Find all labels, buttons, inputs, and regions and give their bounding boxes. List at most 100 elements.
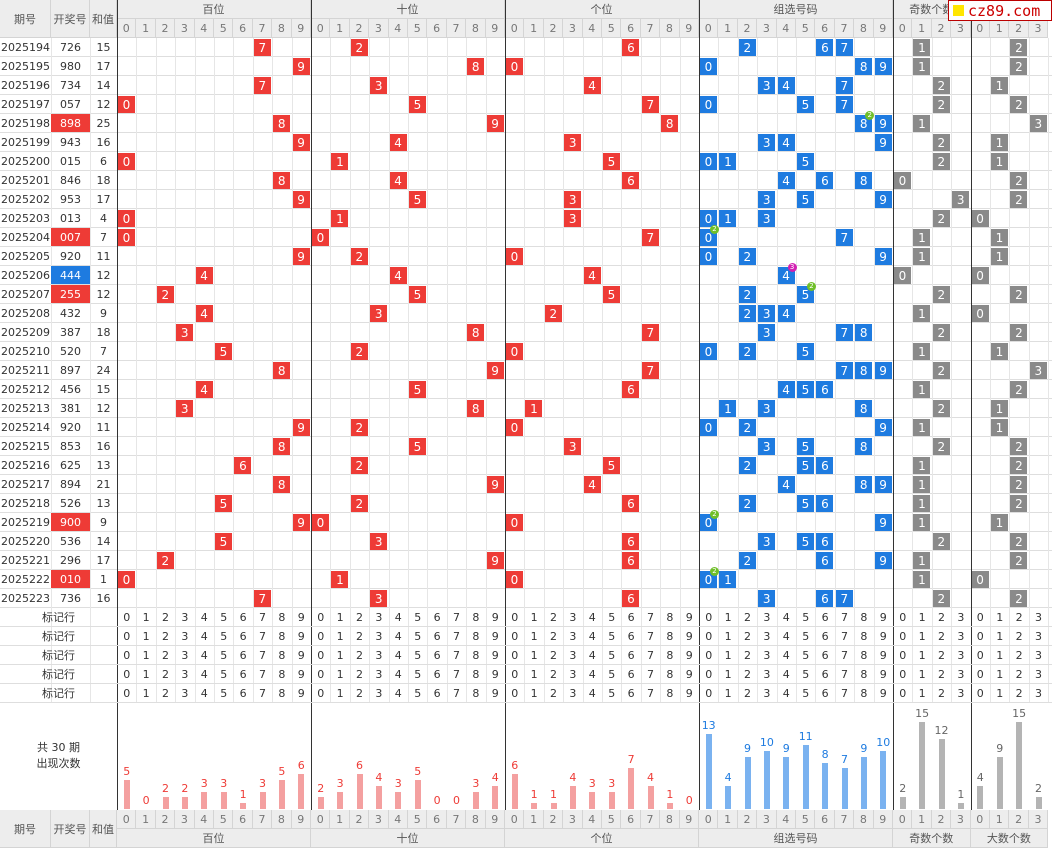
marker-digit[interactable]: 7: [258, 648, 266, 662]
marker-digit[interactable]: 7: [452, 686, 460, 700]
marker-digit[interactable]: 2: [161, 686, 169, 700]
marker-digit[interactable]: 9: [879, 686, 887, 700]
marker-digit[interactable]: 7: [258, 686, 266, 700]
marker-digit[interactable]: 6: [821, 629, 829, 643]
marker-digit[interactable]: 8: [860, 648, 868, 662]
marker-digit[interactable]: 6: [821, 648, 829, 662]
marker-label[interactable]: 标记行: [42, 611, 75, 624]
marker-digit[interactable]: 1: [918, 610, 926, 624]
marker-label[interactable]: 标记行: [42, 649, 75, 662]
marker-digit[interactable]: 8: [278, 667, 286, 681]
marker-digit[interactable]: 0: [976, 667, 984, 681]
marker-digit[interactable]: 4: [588, 610, 596, 624]
marker-digit[interactable]: 5: [414, 629, 422, 643]
marker-digit[interactable]: 0: [899, 629, 907, 643]
marker-digit[interactable]: 1: [918, 629, 926, 643]
marker-digit[interactable]: 8: [860, 667, 868, 681]
marker-digit[interactable]: 2: [743, 686, 751, 700]
marker-digit[interactable]: 3: [375, 629, 383, 643]
marker-digit[interactable]: 4: [394, 686, 402, 700]
marker-digit[interactable]: 2: [937, 648, 945, 662]
marker-digit[interactable]: 4: [200, 667, 208, 681]
marker-digit[interactable]: 3: [375, 667, 383, 681]
marker-label[interactable]: 标记行: [42, 668, 75, 681]
marker-digit[interactable]: 1: [996, 610, 1004, 624]
marker-digit[interactable]: 0: [899, 610, 907, 624]
marker-digit[interactable]: 3: [569, 629, 577, 643]
marker-digit[interactable]: 7: [646, 686, 654, 700]
marker-digit[interactable]: 4: [588, 629, 596, 643]
marker-digit[interactable]: 1: [918, 686, 926, 700]
marker-digit[interactable]: 7: [840, 686, 848, 700]
marker-digit[interactable]: 0: [511, 610, 519, 624]
marker-digit[interactable]: 9: [685, 686, 693, 700]
marker-digit[interactable]: 2: [161, 648, 169, 662]
marker-digit[interactable]: 7: [258, 629, 266, 643]
marker-digit[interactable]: 8: [666, 667, 674, 681]
marker-digit[interactable]: 7: [258, 667, 266, 681]
marker-digit[interactable]: 2: [1015, 667, 1023, 681]
marker-digit[interactable]: 7: [646, 610, 654, 624]
marker-digit[interactable]: 4: [200, 610, 208, 624]
marker-digit[interactable]: 5: [608, 610, 616, 624]
marker-digit[interactable]: 3: [957, 629, 965, 643]
marker-digit[interactable]: 7: [840, 667, 848, 681]
marker-digit[interactable]: 8: [472, 610, 480, 624]
marker-digit[interactable]: 7: [452, 648, 460, 662]
marker-digit[interactable]: 5: [608, 667, 616, 681]
marker-digit[interactable]: 6: [627, 648, 635, 662]
marker-digit[interactable]: 0: [899, 667, 907, 681]
marker-digit[interactable]: 2: [549, 629, 557, 643]
marker-digit[interactable]: 0: [511, 648, 519, 662]
marker-digit[interactable]: 5: [414, 610, 422, 624]
marker-digit[interactable]: 1: [918, 667, 926, 681]
marker-digit[interactable]: 7: [258, 610, 266, 624]
marker-digit[interactable]: 4: [200, 648, 208, 662]
marker-digit[interactable]: 5: [802, 648, 810, 662]
marker-digit[interactable]: 1: [142, 648, 150, 662]
marker-digit[interactable]: 2: [161, 667, 169, 681]
marker-digit[interactable]: 3: [375, 648, 383, 662]
marker-digit[interactable]: 0: [705, 667, 713, 681]
marker-digit[interactable]: 5: [414, 648, 422, 662]
marker-digit[interactable]: 6: [433, 686, 441, 700]
marker-label[interactable]: 标记行: [42, 687, 75, 700]
marker-digit[interactable]: 3: [957, 610, 965, 624]
marker-digit[interactable]: 5: [802, 610, 810, 624]
marker-digit[interactable]: 2: [549, 667, 557, 681]
marker-digit[interactable]: 3: [1034, 686, 1042, 700]
marker-digit[interactable]: 9: [297, 686, 305, 700]
marker-digit[interactable]: 3: [1034, 610, 1042, 624]
marker-digit[interactable]: 2: [549, 610, 557, 624]
marker-digit[interactable]: 0: [511, 629, 519, 643]
marker-digit[interactable]: 6: [433, 629, 441, 643]
marker-digit[interactable]: 0: [899, 686, 907, 700]
marker-digit[interactable]: 2: [743, 667, 751, 681]
marker-digit[interactable]: 3: [181, 610, 189, 624]
marker-digit[interactable]: 7: [452, 629, 460, 643]
marker-digit[interactable]: 9: [879, 667, 887, 681]
marker-digit[interactable]: 0: [976, 686, 984, 700]
marker-digit[interactable]: 9: [879, 629, 887, 643]
marker-digit[interactable]: 6: [239, 648, 247, 662]
marker-digit[interactable]: 8: [472, 648, 480, 662]
marker-digit[interactable]: 3: [181, 648, 189, 662]
marker-digit[interactable]: 0: [317, 629, 325, 643]
marker-digit[interactable]: 4: [394, 629, 402, 643]
marker-digit[interactable]: 5: [220, 610, 228, 624]
marker-digit[interactable]: 3: [1034, 667, 1042, 681]
marker-digit[interactable]: 3: [375, 686, 383, 700]
marker-digit[interactable]: 0: [511, 686, 519, 700]
marker-digit[interactable]: 9: [685, 667, 693, 681]
marker-digit[interactable]: 2: [1015, 610, 1023, 624]
marker-digit[interactable]: 9: [491, 686, 499, 700]
marker-digit[interactable]: 9: [297, 667, 305, 681]
marker-digit[interactable]: 0: [976, 648, 984, 662]
marker-digit[interactable]: 5: [220, 648, 228, 662]
marker-digit[interactable]: 2: [355, 629, 363, 643]
marker-digit[interactable]: 1: [996, 629, 1004, 643]
marker-digit[interactable]: 7: [840, 648, 848, 662]
marker-digit[interactable]: 9: [491, 629, 499, 643]
marker-digit[interactable]: 6: [239, 610, 247, 624]
marker-digit[interactable]: 1: [530, 686, 538, 700]
